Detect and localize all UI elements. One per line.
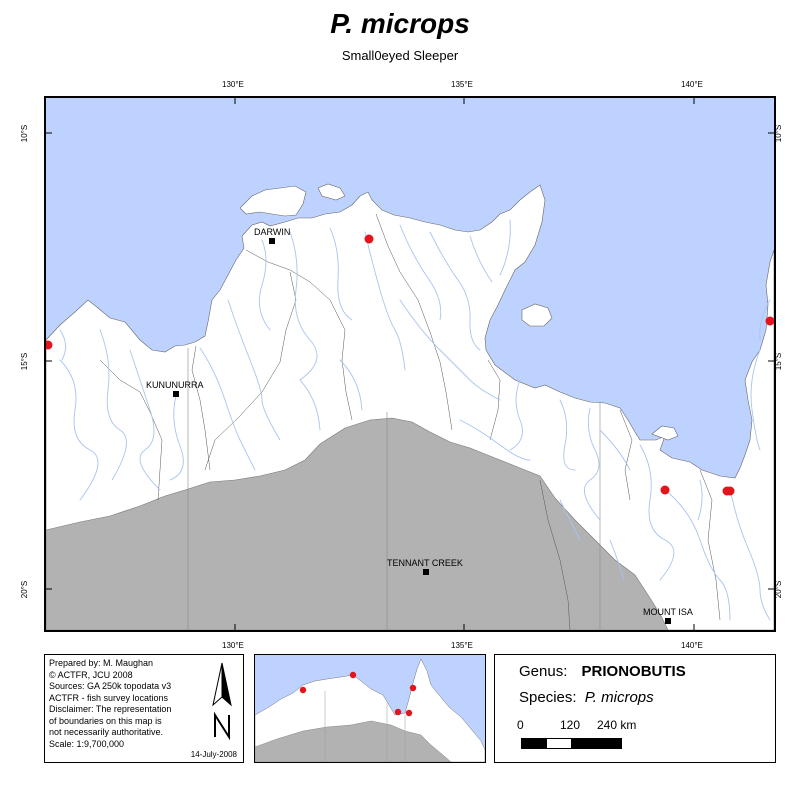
inland-outside-area	[46, 417, 669, 630]
graticule-ticks	[46, 98, 774, 630]
credits-line: Prepared by: M. Maughan	[49, 658, 154, 668]
map-date: 14-July-2008	[190, 750, 237, 759]
town-label: KUNUNURRA	[146, 380, 204, 390]
scale-bar	[521, 738, 622, 749]
survey-point[interactable]	[46, 340, 53, 350]
inset-map[interactable]	[254, 654, 486, 763]
inset-survey-point	[299, 686, 307, 694]
town-mount-isa: MOUNT ISA	[643, 607, 693, 624]
town-marker	[665, 618, 671, 624]
town-tennant-creek: TENNANT CREEK	[387, 558, 463, 575]
north-arrow-icon	[212, 662, 232, 741]
groote-eylandt	[521, 303, 553, 327]
species-label: Species:	[519, 689, 577, 706]
state-borders	[187, 348, 601, 630]
map-subtitle: Small0eyed Sleeper	[341, 48, 459, 63]
inset-outside-area	[255, 720, 452, 762]
town-marker	[269, 238, 275, 244]
catchment-boundaries	[99, 213, 721, 630]
inset-survey-point	[409, 684, 417, 692]
credits-line: Scale: 1:9,700,000	[49, 738, 125, 749]
scale-label-0: 0	[517, 718, 524, 732]
scale-label-120: 120	[560, 718, 581, 732]
lon-label-bottom-130: 130°E	[222, 641, 244, 650]
genus-row: Genus: PRIONOBUTIS	[519, 663, 686, 680]
lat-label-left-20: 20°S	[20, 580, 30, 599]
species-value: P. microps	[584, 689, 654, 706]
town-kununurra: KUNUNURRA	[146, 380, 204, 397]
lon-label-top-135: 135°E	[451, 80, 473, 89]
inset-survey-point	[349, 671, 357, 679]
survey-point[interactable]	[725, 486, 735, 496]
river-network	[59, 219, 771, 621]
genus-value: PRIONOBUTIS	[581, 663, 686, 680]
survey-locations	[46, 234, 775, 496]
survey-point[interactable]	[660, 485, 670, 495]
lat-label-left-10: 10°S	[20, 124, 30, 143]
main-map[interactable]: DARWIN KUNUNURRA TENNANT CREEK MOUNT ISA	[44, 96, 776, 632]
lon-label-top-140: 140°E	[681, 80, 703, 89]
credits-line: Disclaimer: The representation	[49, 704, 172, 714]
inset-borders	[324, 691, 406, 762]
lon-label-top-130: 130°E	[222, 80, 244, 89]
town-label: TENNANT CREEK	[387, 558, 463, 568]
wellesley-islands	[651, 425, 679, 441]
credits-text: Prepared by: M. Maughan © ACTFR, JCU 200…	[49, 658, 172, 750]
town-darwin: DARWIN	[254, 227, 290, 244]
inset-survey-locations	[299, 671, 417, 717]
lat-label-left-15: 15°S	[20, 352, 30, 371]
lon-label-bottom-135: 135°E	[451, 641, 473, 650]
credits-line: © ACTFR, JCU 2008	[49, 669, 133, 680]
credits-line: ACTFR - fish survey locations	[49, 692, 169, 703]
survey-point[interactable]	[765, 316, 775, 326]
map-svg: DARWIN KUNUNURRA TENNANT CREEK MOUNT ISA	[46, 98, 774, 630]
inset-survey-point	[405, 709, 413, 717]
credits-line: Sources: GA 250k topodata v3	[49, 681, 172, 691]
map-title: P. microps	[330, 8, 470, 39]
scale-label-240: 240 km	[597, 718, 637, 732]
lon-label-bottom-140: 140°E	[681, 641, 703, 650]
credits-line: of boundaries on this map is	[49, 715, 162, 726]
credits-panel: Prepared by: M. Maughan © ACTFR, JCU 200…	[44, 654, 244, 763]
credits-line: not necessarily authoritative.	[49, 727, 164, 737]
melville-east	[317, 183, 346, 201]
inset-survey-point	[394, 708, 402, 716]
species-info-panel: Genus: PRIONOBUTIS Species: P. microps 0…	[494, 654, 776, 763]
bathurst-island	[239, 185, 307, 217]
inset-map-svg	[255, 655, 485, 762]
town-label: DARWIN	[254, 227, 290, 237]
town-marker	[173, 391, 179, 397]
genus-label: Genus:	[519, 663, 568, 680]
species-row: Species: P. microps	[519, 689, 654, 706]
town-marker	[423, 569, 429, 575]
town-label: MOUNT ISA	[643, 607, 693, 617]
survey-point[interactable]	[364, 234, 374, 244]
